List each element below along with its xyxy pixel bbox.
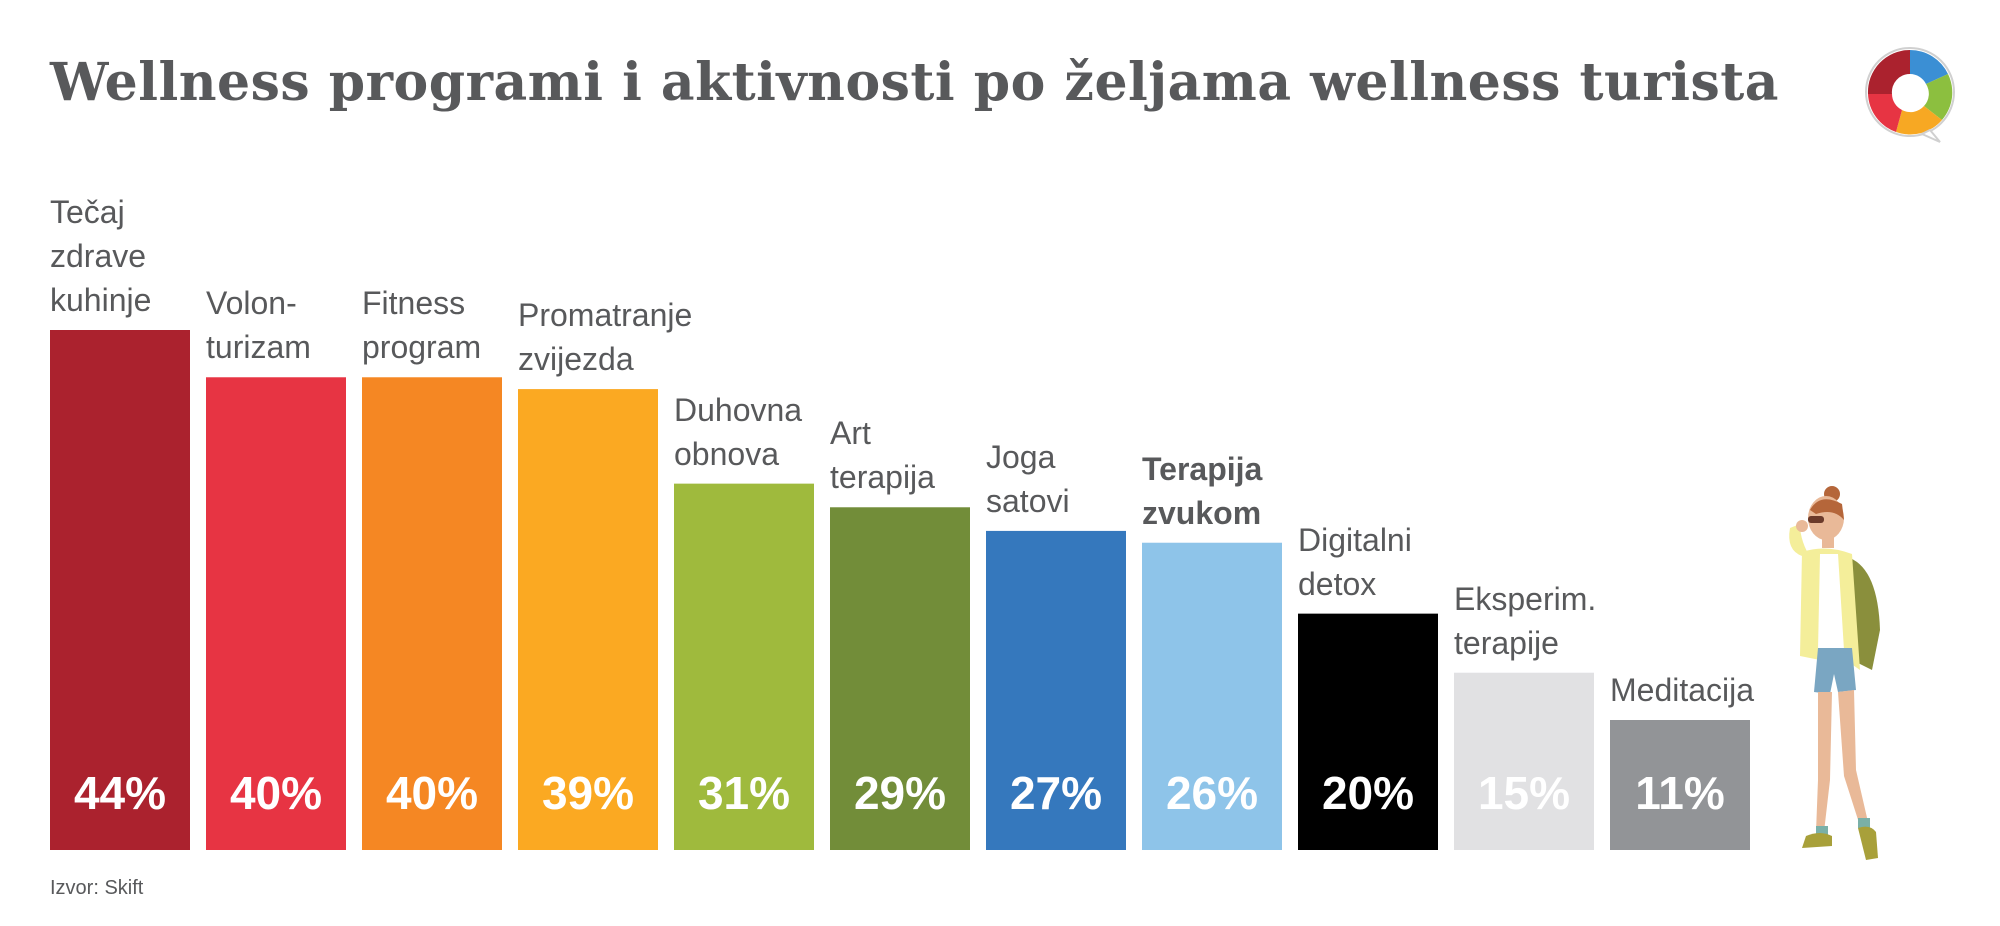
bar-3 xyxy=(362,377,502,850)
source-note: Izvor: Skift xyxy=(50,877,144,899)
bar-10 xyxy=(1454,672,1594,850)
bar-9 xyxy=(1298,613,1438,850)
chart-title: Wellness programi i aktivnosti po željam… xyxy=(50,52,1779,113)
bar-5 xyxy=(674,483,814,850)
woman-traveler-with-backpack-icon xyxy=(1760,480,1920,870)
bar-8 xyxy=(1142,542,1282,850)
bar-value-label-9: 20% xyxy=(1321,767,1415,819)
bar-2 xyxy=(206,377,346,850)
category-label-4: Promatranje zvijezda xyxy=(518,297,693,378)
bar-value-label-2: 40% xyxy=(229,767,323,819)
category-label-2: Volon- turizam xyxy=(206,285,311,366)
bar-value-label-3: 40% xyxy=(385,767,479,819)
category-label-7: Joga satovi xyxy=(986,438,1070,519)
category-label-9: Digitalni detox xyxy=(1298,521,1412,602)
bar-value-label-7: 27% xyxy=(1009,767,1103,819)
bar-value-label-6: 29% xyxy=(853,767,947,819)
category-label-11: Meditacija xyxy=(1610,672,1755,708)
category-label-1: Tečaj zdrave kuhinje xyxy=(50,194,152,318)
category-label-5: Duhovna obnova xyxy=(674,391,803,472)
bar-11 xyxy=(1610,720,1750,850)
category-label-10: Eksperim. terapije xyxy=(1454,580,1597,661)
bar-1 xyxy=(50,330,190,850)
bar-value-label-10: 15% xyxy=(1477,767,1571,819)
bar-4 xyxy=(518,389,658,850)
bar-value-label-1: 44% xyxy=(73,767,167,819)
category-label-3: Fitness program xyxy=(362,285,482,366)
bar-value-label-11: 11% xyxy=(1635,767,1725,819)
bar-value-label-8: 26% xyxy=(1165,767,1259,819)
bar-value-label-5: 31% xyxy=(697,767,791,819)
bar-6 xyxy=(830,507,970,850)
colorful-circle-logo-icon xyxy=(1860,44,1960,144)
bar-value-label-4: 39% xyxy=(541,767,635,819)
category-label-6: Art terapija xyxy=(830,415,935,496)
bar-7 xyxy=(986,530,1126,850)
category-label-8: Terapija zvukom xyxy=(1142,450,1263,531)
